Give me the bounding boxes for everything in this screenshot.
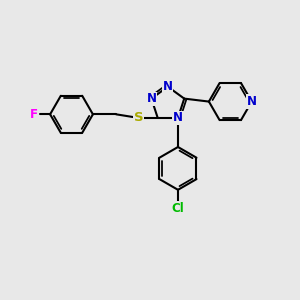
Text: F: F — [30, 108, 38, 121]
Text: N: N — [146, 92, 156, 105]
Text: S: S — [134, 111, 143, 124]
Text: N: N — [247, 95, 257, 108]
Text: N: N — [163, 80, 173, 93]
Text: Cl: Cl — [172, 202, 184, 215]
Text: N: N — [173, 111, 183, 124]
